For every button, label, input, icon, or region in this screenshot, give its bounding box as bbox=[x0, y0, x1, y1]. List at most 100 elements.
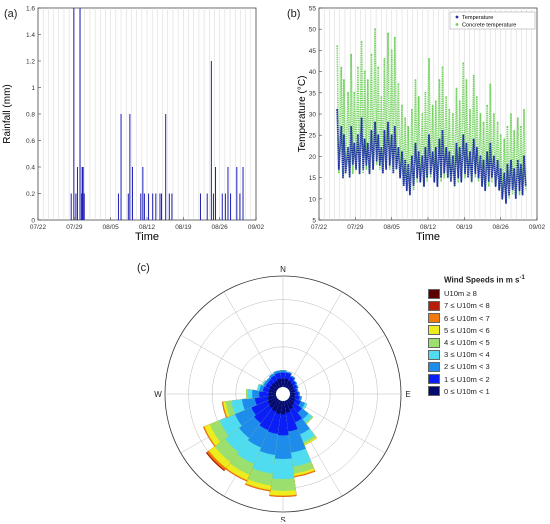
rainfall-bar bbox=[127, 193, 129, 220]
b-ytick-label: 40 bbox=[309, 69, 317, 76]
point-concrete-temperature-max bbox=[421, 113, 424, 115]
point-temperature-max bbox=[462, 134, 465, 137]
rainfall-bar bbox=[142, 167, 144, 220]
point-temperature-max bbox=[431, 151, 434, 154]
point-temperature-max bbox=[523, 155, 525, 158]
rainfall-bar bbox=[159, 193, 161, 220]
legend-label: 7 ≤ U10m < 8 bbox=[444, 301, 490, 311]
rainfall-bar bbox=[165, 114, 167, 220]
legend-label: U10m ≥ 8 bbox=[444, 289, 477, 299]
point-temperature-max bbox=[357, 134, 359, 137]
xlabel-a: Time bbox=[135, 231, 159, 243]
point-temperature-max bbox=[370, 130, 373, 132]
legend-row: 5 ≤ U10m < 6 bbox=[428, 324, 546, 336]
rainfall-bar bbox=[70, 193, 72, 220]
a-xtick-label: 08/26 bbox=[212, 224, 229, 231]
b-ytick-label: 50 bbox=[309, 27, 317, 34]
rainfall-bar bbox=[227, 167, 229, 220]
point-temperature-max bbox=[411, 155, 413, 158]
point-temperature-max bbox=[428, 134, 430, 137]
point-temperature-max bbox=[472, 138, 475, 141]
point-temperature-max bbox=[401, 151, 403, 154]
point-temperature-max bbox=[360, 117, 363, 120]
point-temperature-max bbox=[393, 125, 396, 128]
legend-label: 0 ≤ U10m < 1 bbox=[444, 386, 490, 396]
xlabel-b: Time bbox=[416, 231, 440, 243]
point-concrete-temperature-max bbox=[493, 113, 495, 115]
a-ytick-label: 0 bbox=[31, 218, 35, 225]
rainfall-bar bbox=[239, 193, 241, 220]
point-concrete-temperature-max bbox=[370, 53, 373, 56]
point-concrete-temperature-max bbox=[441, 66, 444, 69]
point-temperature-max bbox=[455, 142, 458, 145]
point-concrete-temperature-max bbox=[393, 36, 396, 39]
point-temperature-max bbox=[336, 108, 339, 111]
rainfall-bar bbox=[224, 193, 226, 220]
a-xtick-label: 08/05 bbox=[103, 224, 120, 231]
point-concrete-temperature-max bbox=[374, 28, 376, 31]
a-xtick-label: 08/12 bbox=[139, 224, 156, 231]
point-temperature-max bbox=[387, 121, 389, 124]
point-concrete-temperature-max bbox=[469, 108, 471, 111]
b-xtick-label: 07/22 bbox=[311, 224, 328, 231]
rainfall-bar bbox=[83, 193, 85, 220]
series-temperature bbox=[336, 109, 527, 204]
point-concrete-temperature-max bbox=[452, 113, 454, 115]
legend-label: 2 ≤ U10m < 3 bbox=[444, 362, 490, 372]
rainfall-bar bbox=[129, 114, 131, 220]
point-temperature-max bbox=[482, 159, 485, 162]
legend-label-temperature: Temperature bbox=[462, 15, 493, 21]
rainfall-bar bbox=[199, 193, 201, 220]
point-temperature-max bbox=[489, 142, 492, 145]
point-concrete-temperature-max bbox=[387, 32, 389, 35]
point-temperature-max bbox=[445, 147, 448, 149]
a-ytick-label: 0.2 bbox=[26, 191, 35, 198]
point-concrete-temperature-max bbox=[462, 62, 465, 65]
point-concrete-temperature-max bbox=[516, 117, 519, 120]
legend-swatch bbox=[428, 288, 440, 299]
legend-row: U10m ≥ 8 bbox=[428, 288, 546, 300]
a-ytick-label: 1.6 bbox=[26, 6, 35, 13]
point-concrete-temperature-max bbox=[499, 134, 502, 137]
point-concrete-temperature-max bbox=[496, 121, 499, 124]
point-temperature-max bbox=[350, 125, 353, 128]
a-ytick-label: 1 bbox=[31, 85, 35, 92]
b-xtick-label: 09/02 bbox=[529, 224, 545, 231]
b-xtick-label: 08/12 bbox=[420, 224, 437, 231]
point-temperature-max bbox=[499, 168, 502, 171]
point-concrete-temperature-max bbox=[336, 45, 339, 48]
point-temperature-max bbox=[383, 130, 386, 132]
point-temperature-max bbox=[516, 159, 519, 162]
point-temperature-max bbox=[496, 159, 499, 162]
point-concrete-temperature-max bbox=[366, 79, 369, 81]
b-xtick-label: 08/05 bbox=[384, 224, 401, 231]
direction-label-w: W bbox=[154, 390, 162, 399]
point-temperature-max bbox=[374, 121, 376, 124]
point-temperature-max bbox=[452, 155, 454, 158]
b-xtick-label: 07/29 bbox=[347, 224, 364, 231]
b-ytick-label: 5 bbox=[312, 218, 316, 225]
point-concrete-temperature-max bbox=[377, 66, 380, 69]
b-xtick-label: 08/26 bbox=[493, 224, 510, 231]
rainfall-bar bbox=[131, 167, 133, 220]
point-temperature-max bbox=[434, 147, 437, 149]
point-temperature-max bbox=[503, 172, 506, 175]
point-temperature-max bbox=[414, 142, 417, 145]
point-temperature-max bbox=[424, 147, 427, 149]
temperature-chart: 5 10 15 20 25 30 35 40 45 50 55 07/22 07/29 08/05 08/… bbox=[297, 6, 545, 244]
rainfall-bar bbox=[81, 167, 84, 220]
point-concrete-temperature-max bbox=[510, 113, 512, 115]
point-concrete-temperature-max bbox=[472, 74, 475, 77]
point-concrete-temperature-max bbox=[353, 91, 356, 94]
rainfall-bar bbox=[168, 193, 170, 220]
direction-label-n: N bbox=[280, 265, 286, 274]
b-xtick-label: 08/19 bbox=[456, 224, 473, 231]
a-ytick-label: 1.4 bbox=[26, 32, 35, 39]
ylabel-b: Temperature (°C) bbox=[297, 76, 308, 153]
point-temperature-max bbox=[469, 151, 471, 154]
legend-row: 0 ≤ U10m < 1 bbox=[428, 385, 546, 397]
point-concrete-temperature-max bbox=[475, 96, 478, 98]
a-ytick-label: 0.4 bbox=[26, 165, 35, 172]
point-concrete-temperature-max bbox=[350, 53, 353, 56]
ylabel-a: Rainfall (mm) bbox=[2, 84, 13, 143]
